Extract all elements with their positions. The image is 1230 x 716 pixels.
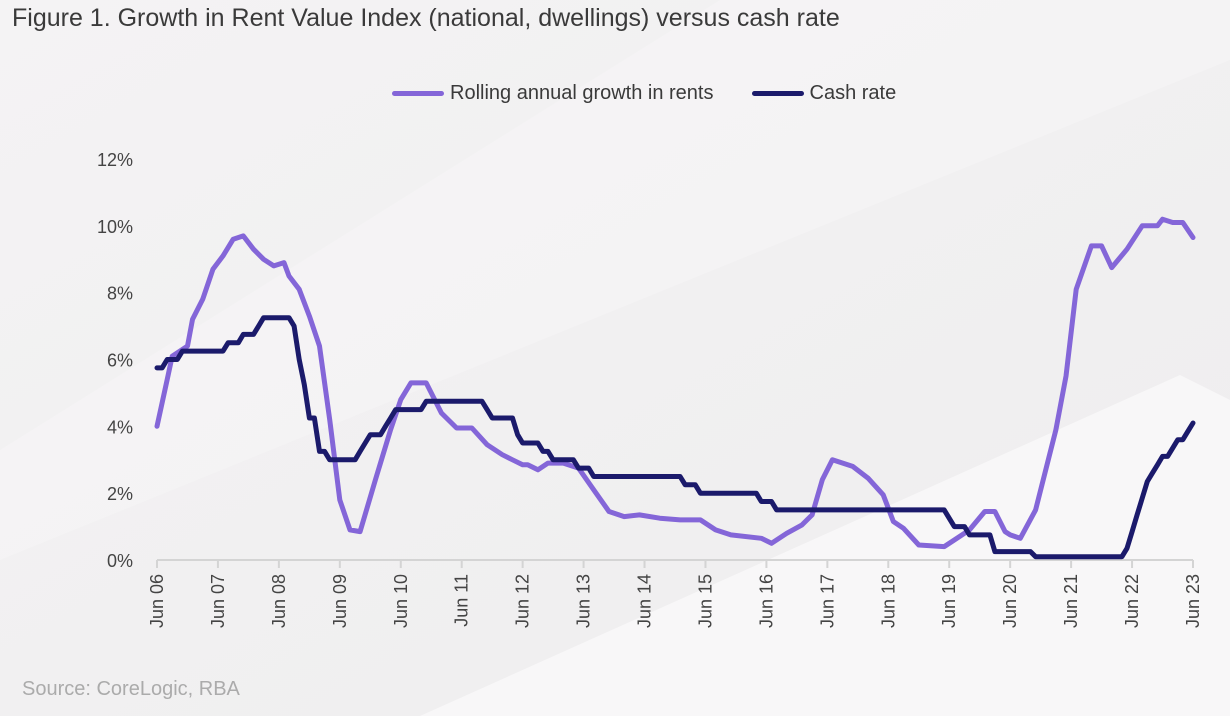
- series-line-rents: [154, 216, 1196, 550]
- x-tick-label: Jun 21: [1061, 574, 1081, 628]
- x-tick-label: Jun 18: [878, 574, 898, 628]
- legend-label-cash-rate: Cash rate: [809, 82, 897, 104]
- source-note: Source: CoreLogic, RBA: [22, 678, 240, 700]
- legend-item-rents: Rolling annual growth in rents: [392, 82, 714, 105]
- x-tick-label: Jun 20: [1000, 574, 1020, 628]
- x-tick-label: Jun 09: [330, 574, 350, 628]
- legend-item-cash-rate: Cash rate: [751, 82, 897, 105]
- legend: Rolling annual growth in rents Cash rate: [392, 82, 896, 105]
- y-tick-label: 12%: [97, 150, 133, 170]
- x-tick-label: Jun 14: [635, 574, 655, 628]
- y-tick-label: 8%: [107, 284, 133, 304]
- series-line-cash-rate: [154, 315, 1196, 560]
- x-tick-label: Jun 17: [817, 574, 837, 628]
- legend-label-rents: Rolling annual growth in rents: [450, 82, 714, 104]
- x-tick-label: Jun 19: [939, 574, 959, 628]
- x-tick-label: Jun 16: [756, 574, 776, 628]
- y-tick-label: 0%: [107, 551, 133, 571]
- chart-title: Figure 1. Growth in Rent Value Index (na…: [12, 4, 840, 32]
- legend-swatch-rents: [392, 91, 444, 96]
- x-tick-label: Jun 07: [208, 574, 228, 628]
- x-tick-label: Jun 23: [1183, 574, 1203, 628]
- y-tick-label: 2%: [107, 484, 133, 504]
- x-tick-label: Jun 12: [513, 574, 533, 628]
- y-tick-label: 10%: [97, 217, 133, 237]
- x-tick-label: Jun 06: [147, 574, 167, 628]
- x-tick-label: Jun 22: [1122, 574, 1142, 628]
- x-tick-label: Jun 10: [391, 574, 411, 628]
- y-tick-label: 6%: [107, 351, 133, 371]
- x-tick-label: Jun 15: [695, 574, 715, 628]
- legend-swatch-cash-rate: [751, 91, 804, 96]
- x-tick-label: Jun 11: [452, 574, 472, 627]
- x-tick-label: Jun 13: [574, 574, 594, 628]
- x-tick-label: Jun 08: [269, 574, 289, 628]
- y-tick-label: 4%: [107, 417, 133, 437]
